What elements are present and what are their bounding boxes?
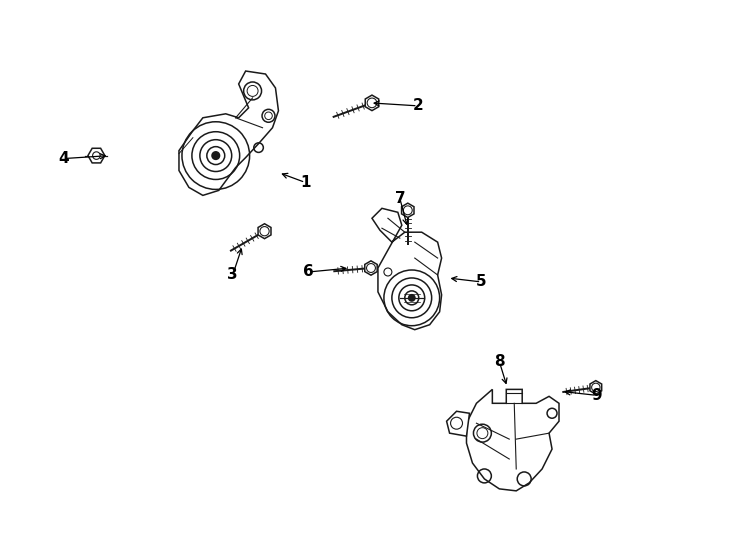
Text: 3: 3 — [228, 267, 238, 282]
Polygon shape — [88, 148, 105, 163]
Circle shape — [409, 295, 415, 301]
Polygon shape — [365, 261, 377, 275]
Text: 5: 5 — [476, 274, 487, 289]
Polygon shape — [366, 95, 379, 111]
Text: 4: 4 — [58, 151, 69, 166]
Text: 6: 6 — [303, 265, 313, 280]
Text: 7: 7 — [394, 191, 405, 206]
Text: 8: 8 — [494, 354, 505, 369]
Polygon shape — [590, 381, 602, 394]
Text: 9: 9 — [592, 388, 602, 403]
Circle shape — [212, 152, 219, 159]
Text: 1: 1 — [300, 175, 310, 190]
Text: 2: 2 — [413, 98, 423, 113]
Polygon shape — [467, 389, 559, 491]
Polygon shape — [372, 208, 442, 330]
Polygon shape — [179, 71, 278, 195]
Polygon shape — [401, 203, 414, 218]
Polygon shape — [258, 224, 271, 239]
Polygon shape — [446, 411, 470, 436]
